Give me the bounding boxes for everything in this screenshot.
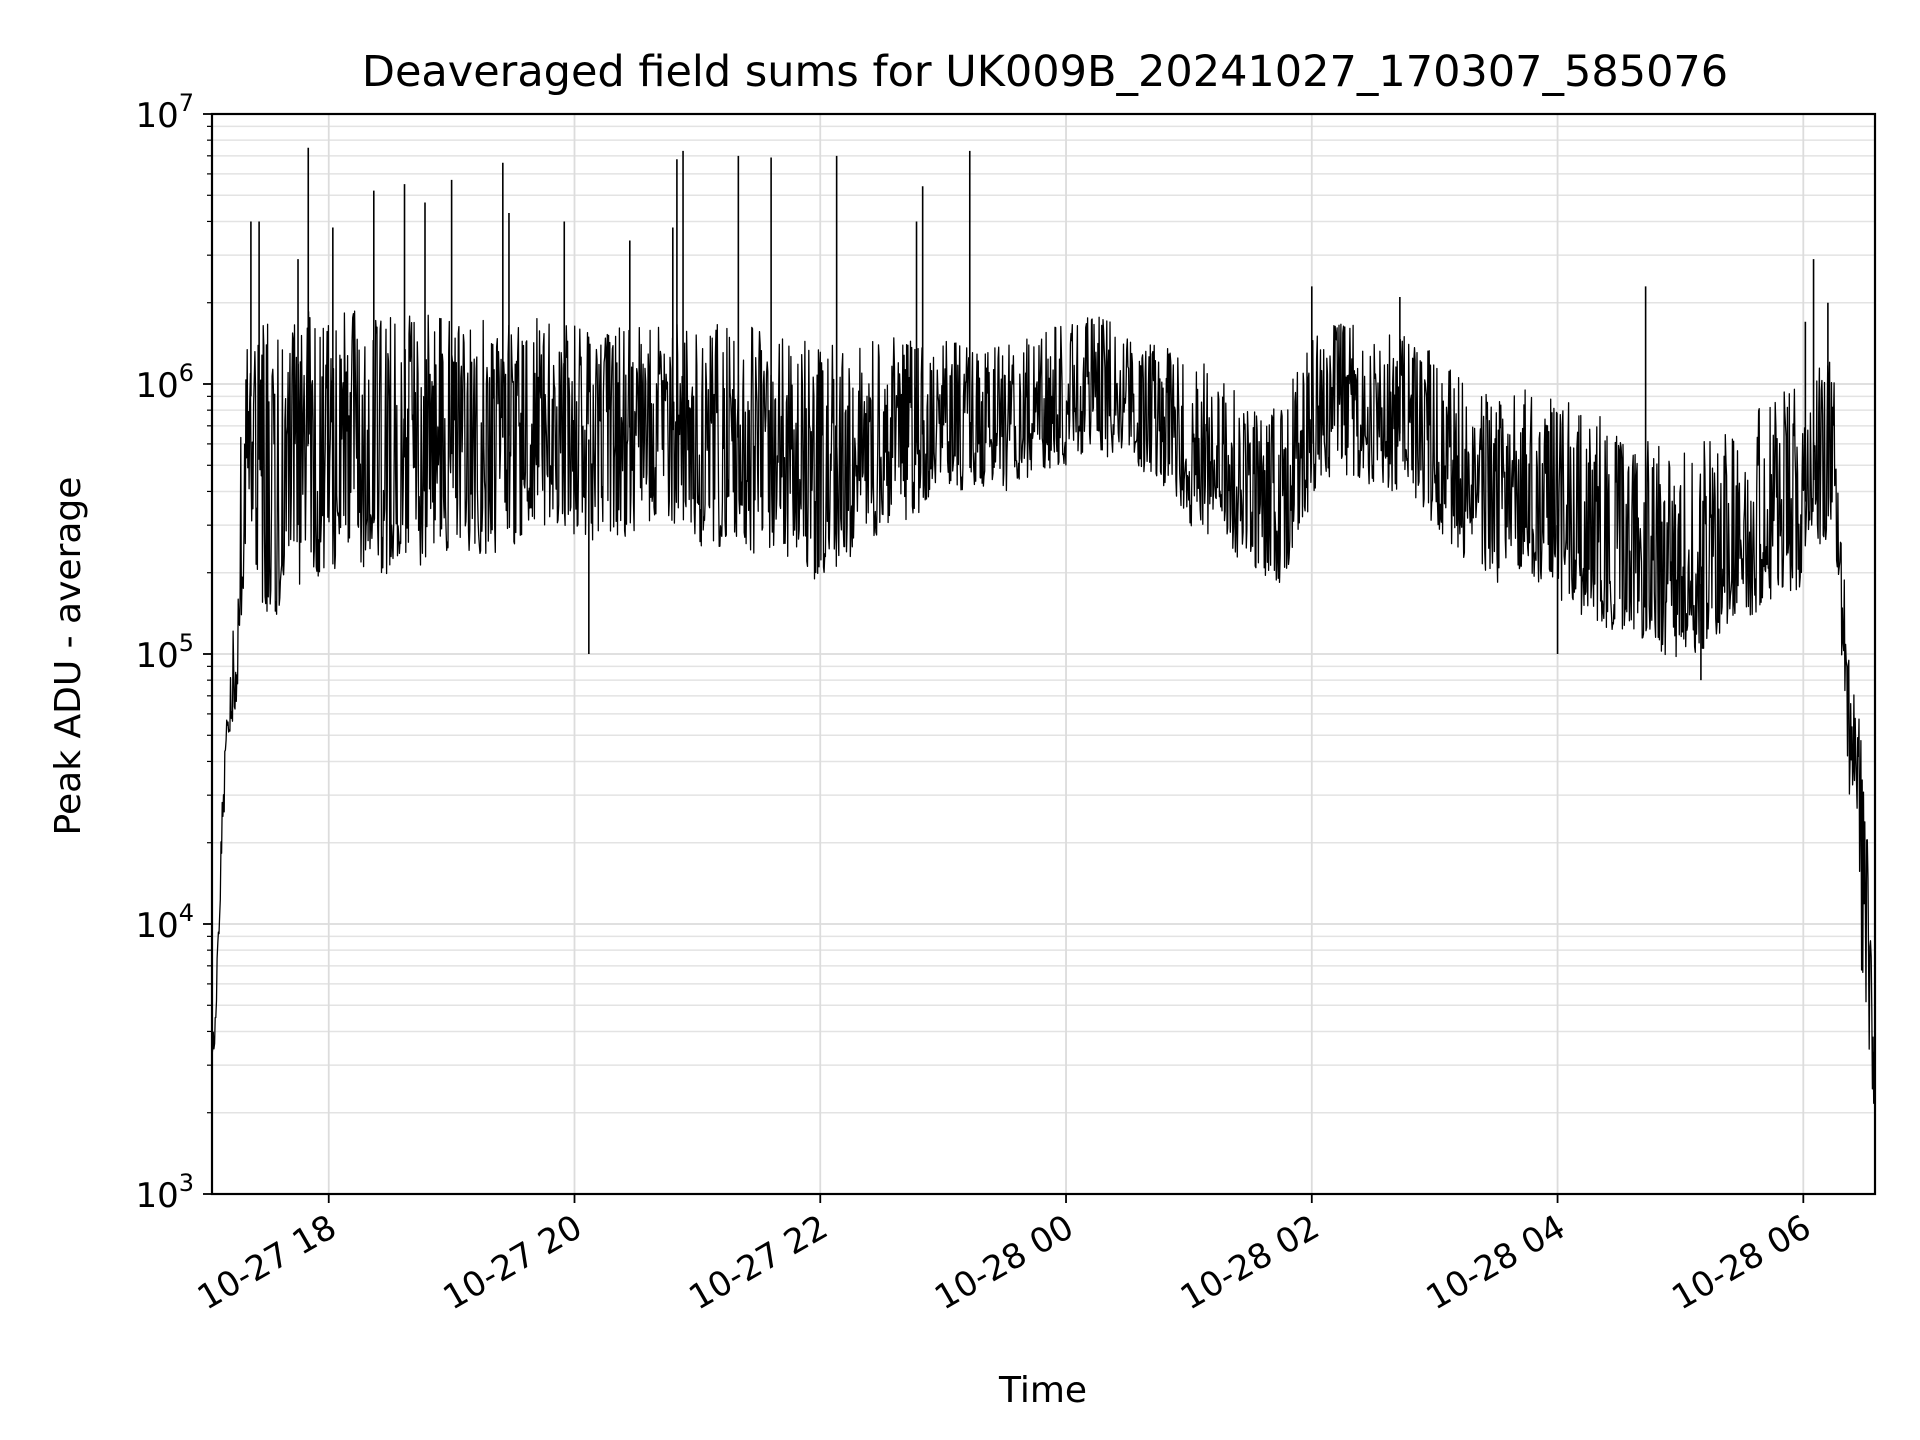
data-series — [211, 147, 1876, 1113]
y-axis-label: Peak ADU - average — [48, 477, 89, 836]
y-tick-exponent: 5 — [179, 629, 194, 657]
y-tick-exponent: 3 — [179, 1169, 194, 1197]
y-tick-label: 107 — [135, 89, 194, 136]
y-tick-exponent: 4 — [179, 899, 194, 927]
y-tick-exponent: 6 — [179, 359, 194, 387]
y-tick-exponent: 7 — [179, 89, 194, 117]
grid — [212, 113, 1875, 1195]
chart-title: Deaveraged field sums for UK009B_2024102… — [362, 47, 1728, 97]
series-line — [211, 310, 1876, 1113]
x-axis-label: Time — [998, 1370, 1087, 1411]
